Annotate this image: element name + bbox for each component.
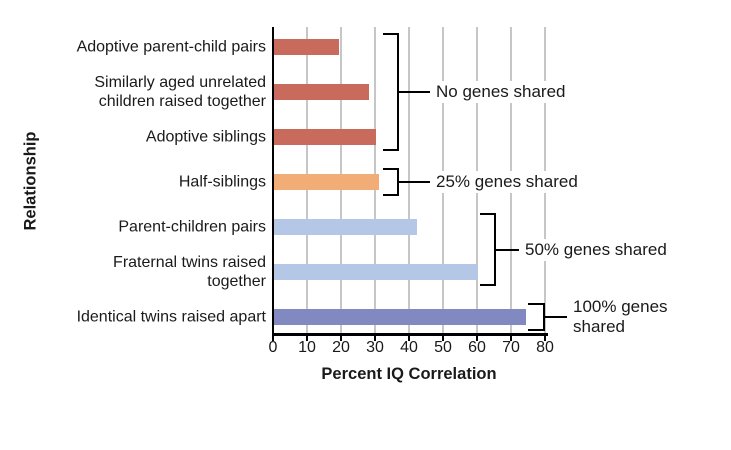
category-label-2: Adoptive siblings <box>145 128 266 146</box>
bracket-100pct-genes-shared-connector <box>545 316 567 318</box>
x-tick-30 <box>374 335 376 341</box>
x-tick-50 <box>442 335 444 341</box>
bar-1 <box>274 84 370 100</box>
x-tick-label-50: 50 <box>434 339 452 356</box>
category-label-5: Fraternal twins raised together <box>113 254 266 290</box>
x-tick-0 <box>272 335 274 341</box>
x-tick-label-20: 20 <box>332 339 350 356</box>
category-label-1: Similarly aged unrelated children raised… <box>94 74 266 110</box>
bracket-50pct-genes-shared-top-arm <box>480 213 494 215</box>
x-axis-line <box>272 333 548 336</box>
x-tick-label-80: 80 <box>536 339 554 356</box>
x-tick-60 <box>476 335 478 341</box>
bar-2 <box>274 129 376 145</box>
y-axis-line <box>272 27 274 335</box>
x-tick-10 <box>306 335 308 341</box>
x-axis-title: Percent IQ Correlation <box>321 365 497 383</box>
bracket-50pct-genes-shared-bottom-arm <box>480 284 494 286</box>
bracket-no-genes-shared-top-arm <box>383 33 397 35</box>
annotation-50pct-genes-shared: 50% genes shared <box>522 238 670 261</box>
category-label-3: Half-siblings <box>178 173 266 191</box>
x-tick-70 <box>510 335 512 341</box>
x-tick-label-60: 60 <box>468 339 486 356</box>
bracket-no-genes-shared-connector <box>399 91 430 93</box>
bracket-25pct-genes-shared-bottom-arm <box>383 194 397 196</box>
x-tick-label-70: 70 <box>502 339 520 356</box>
bracket-50pct-genes-shared-connector <box>496 248 519 251</box>
bracket-25pct-genes-shared-connector <box>399 181 430 183</box>
x-tick-label-30: 30 <box>366 339 384 356</box>
bar-6 <box>274 309 526 325</box>
annotation-no-genes-shared: No genes shared <box>433 81 569 103</box>
category-label-4: Parent-children pairs <box>118 218 266 236</box>
bracket-100pct-genes-shared-top-arm <box>528 303 543 305</box>
x-tick-label-10: 10 <box>298 339 316 356</box>
bracket-no-genes-shared-bottom-arm <box>383 149 397 151</box>
bracket-100pct-genes-shared-spine <box>543 303 545 331</box>
bracket-25pct-genes-shared-spine <box>397 168 399 196</box>
annotation-25pct-genes-shared: 25% genes shared <box>433 171 581 193</box>
x-tick-label-0: 0 <box>268 339 278 356</box>
bracket-50pct-genes-shared-spine <box>494 213 496 286</box>
x-tick-label-40: 40 <box>400 339 418 356</box>
x-tick-40 <box>408 335 410 341</box>
bar-0 <box>274 39 339 55</box>
bracket-25pct-genes-shared-top-arm <box>383 168 397 170</box>
x-tick-80 <box>544 335 546 341</box>
bracket-no-genes-shared-spine <box>397 33 399 151</box>
bar-4 <box>274 219 417 235</box>
bracket-100pct-genes-shared-bottom-arm <box>528 329 543 331</box>
bar-3 <box>274 174 380 190</box>
x-tick-20 <box>340 335 342 341</box>
category-label-0: Adoptive parent-child pairs <box>76 38 266 56</box>
gridline-40 <box>408 27 410 334</box>
category-label-6: Identical twins raised apart <box>76 308 266 326</box>
bar-5 <box>274 264 478 280</box>
annotation-100pct-genes-shared: 100% genes shared <box>570 296 671 338</box>
